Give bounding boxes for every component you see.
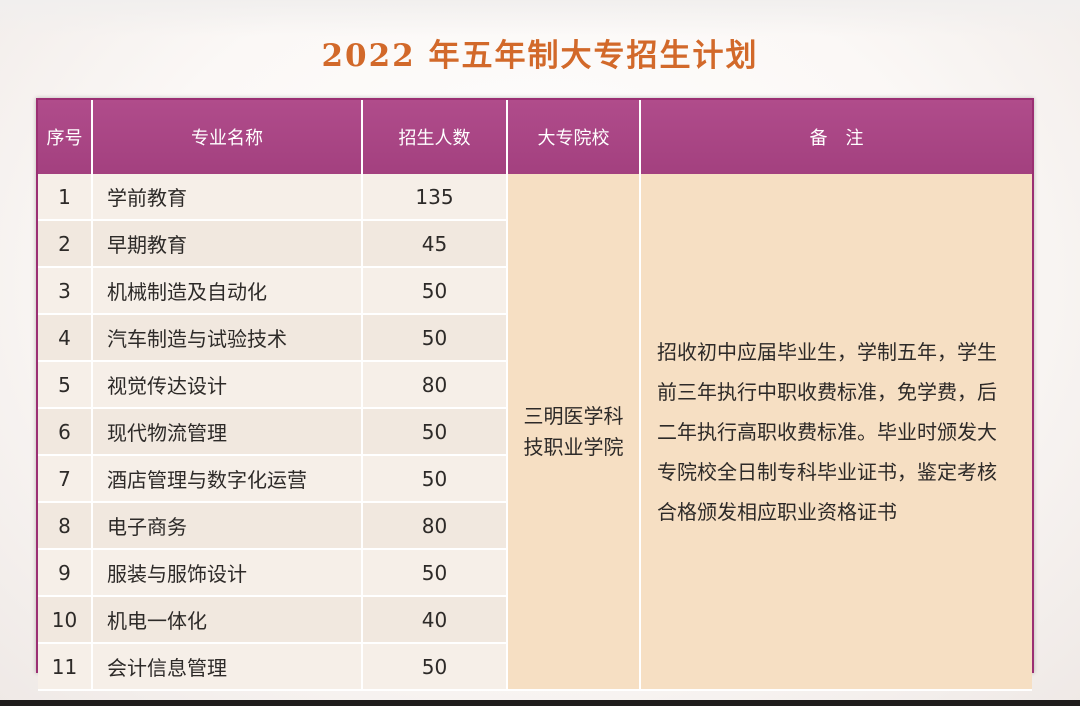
table-row: 10 机电一体化 40 <box>38 596 1032 644</box>
table-header-row: 序号 专业名称 招生人数 大专院校 备 注 <box>38 100 1032 174</box>
header-note: 备 注 <box>640 100 1032 174</box>
enrollment-count: 50 <box>362 267 508 315</box>
table-row: 3 机械制造及自动化 50 <box>38 267 1032 315</box>
enrollment-count: 50 <box>362 549 508 597</box>
header-school: 大专院校 <box>507 100 641 174</box>
enrollment-count: 45 <box>362 220 508 268</box>
table-row: 11 会计信息管理 50 <box>38 643 1032 691</box>
row-number: 4 <box>38 314 93 362</box>
major-name: 机电一体化 <box>92 596 363 644</box>
table-row: 1 学前教育 135 三明医学科技职业学院 招收初中应届毕业生，学制五年，学生前… <box>38 174 1032 691</box>
row-number: 11 <box>38 643 93 691</box>
college-name: 三明医学科技职业学院 <box>507 174 641 691</box>
table-row: 4 汽车制造与试验技术 50 <box>38 314 1032 362</box>
major-name: 学前教育 <box>92 174 363 221</box>
major-name: 电子商务 <box>92 502 363 550</box>
table-row: 2 早期教育 45 <box>38 220 1032 268</box>
major-name: 酒店管理与数字化运营 <box>92 455 363 503</box>
row-number: 8 <box>38 502 93 550</box>
header-major: 专业名称 <box>92 100 363 174</box>
row-number: 10 <box>38 596 93 644</box>
row-number: 3 <box>38 267 93 315</box>
row-number: 6 <box>38 408 93 456</box>
row-number: 1 <box>38 174 93 221</box>
row-number: 9 <box>38 549 93 597</box>
enrollment-count: 50 <box>362 408 508 456</box>
table-row: 6 现代物流管理 50 <box>38 408 1032 456</box>
enrollment-count: 135 <box>362 174 508 221</box>
header-count: 招生人数 <box>362 100 508 174</box>
row-number: 5 <box>38 361 93 409</box>
major-name: 汽车制造与试验技术 <box>92 314 363 362</box>
enrollment-count: 50 <box>362 314 508 362</box>
major-name: 现代物流管理 <box>92 408 363 456</box>
enrollment-count: 50 <box>362 643 508 691</box>
enrollment-count: 80 <box>362 361 508 409</box>
table-row: 8 电子商务 80 <box>38 502 1032 550</box>
row-number: 7 <box>38 455 93 503</box>
major-name: 机械制造及自动化 <box>92 267 363 315</box>
enrollment-count: 80 <box>362 502 508 550</box>
major-name: 视觉传达设计 <box>92 361 363 409</box>
bottom-edge-band <box>0 700 1080 706</box>
remarks: 招收初中应届毕业生，学制五年，学生前三年执行中职收费标准，免学费，后二年执行高职… <box>640 174 1032 691</box>
header-no: 序号 <box>38 100 93 174</box>
enrollment-plan-table: 序号 专业名称 招生人数 大专院校 备 注 1 学前教育 135 三明医学科技职… <box>38 100 1032 691</box>
major-name: 服装与服饰设计 <box>92 549 363 597</box>
table-row: 5 视觉传达设计 80 <box>38 361 1032 409</box>
major-name: 会计信息管理 <box>92 643 363 691</box>
page-title: 2022 年五年制大专招生计划 <box>321 38 759 74</box>
row-number: 2 <box>38 220 93 268</box>
table-row: 7 酒店管理与数字化运营 50 <box>38 455 1032 503</box>
major-name: 早期教育 <box>92 220 363 268</box>
top-gradient-band <box>0 0 1080 36</box>
enrollment-count: 40 <box>362 596 508 644</box>
table-row: 9 服装与服饰设计 50 <box>38 549 1032 597</box>
enrollment-count: 50 <box>362 455 508 503</box>
